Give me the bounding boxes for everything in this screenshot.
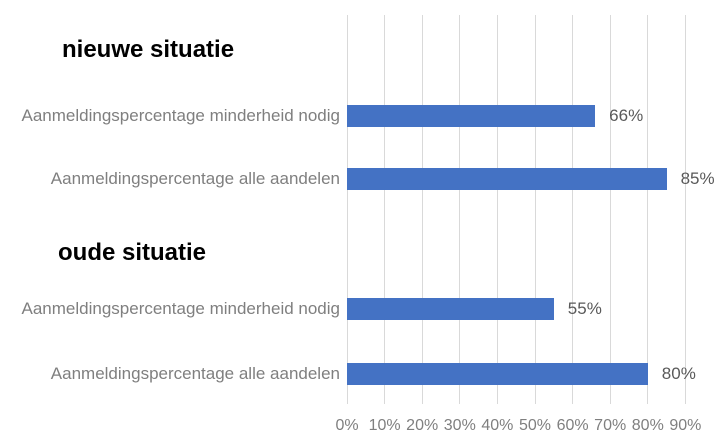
group-heading: oude situatie (58, 239, 207, 266)
category-label: Aanmeldingspercentage minderheid nodig (21, 299, 341, 318)
category-label: Aanmeldingspercentage alle aandelen (50, 169, 340, 188)
x-axis-tick-label: 40% (481, 417, 514, 434)
gridline (572, 15, 574, 404)
x-axis-tick-label: 60% (556, 417, 589, 434)
gridline (421, 15, 423, 404)
bar (347, 363, 648, 385)
value-label: 80% (661, 364, 696, 383)
value-label: 66% (609, 106, 644, 125)
x-axis-tick-label: 70% (594, 417, 627, 434)
x-axis-tick-label: 50% (518, 417, 552, 434)
gridline (684, 15, 686, 404)
x-axis-tick-label: 20% (406, 417, 439, 434)
category-label: Aanmeldingspercentage minderheid nodig (21, 106, 341, 125)
x-axis-tick-label: 80% (631, 417, 664, 434)
gridline (496, 15, 498, 404)
bar (347, 168, 667, 190)
gridline (609, 15, 611, 404)
x-axis-tick-label: 90% (669, 417, 702, 434)
x-axis-tick-label: 10% (368, 417, 401, 434)
bar (347, 105, 596, 127)
gridline (459, 15, 461, 404)
x-axis-tick-label: 30% (443, 417, 476, 434)
gridline (647, 15, 649, 404)
gridline (346, 15, 348, 404)
value-label: 55% (567, 299, 602, 318)
value-label: 85% (680, 169, 715, 188)
x-axis-tick-label: 0% (335, 417, 359, 434)
gridline (534, 15, 536, 404)
category-label: Aanmeldingspercentage alle aandelen (50, 364, 340, 383)
gridline (384, 15, 386, 404)
bar (347, 298, 554, 320)
group-heading: nieuwe situatie (62, 36, 235, 63)
